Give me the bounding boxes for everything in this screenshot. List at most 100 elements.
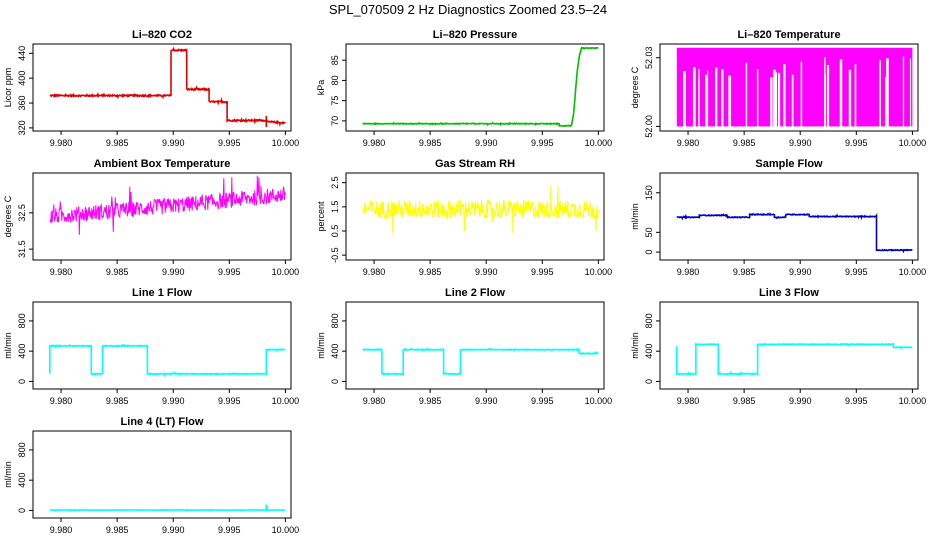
plot-frame [345, 172, 605, 261]
x-tick-label: 9.990 [162, 267, 185, 277]
series-band-gap [839, 59, 843, 127]
series-band-gap [692, 67, 696, 127]
x-tick-label: 10.000 [272, 396, 300, 406]
x-tick-label: 10.000 [272, 138, 300, 148]
y-tick-label: 0.5 [330, 225, 340, 238]
x-tick-label: 9.980 [50, 396, 73, 406]
series-band-gap [783, 64, 786, 127]
plot-frame [345, 301, 605, 390]
chart-sample-flow: Sample Flow 9.980 9.985 9.990 9.995 10.000 0 50… [630, 158, 926, 277]
chart-line-2-flow: Line 2 Flow 9.980 9.985 9.990 9.995 10.000 0 40… [316, 287, 612, 406]
y-tick-label: 440 [17, 46, 27, 61]
x-tick-label: 9.990 [475, 267, 498, 277]
y-tick-label: 1.5 [330, 201, 340, 214]
chart-title: Line 1 Flow [132, 287, 192, 299]
chart-li-820-co2: Li–820 CO2 9.980 9.985 9.990 9.995 10.000 320 3… [3, 29, 299, 148]
chart-li-820-temperature: Li–820 Temperature 9.980 9.985 9.990 9.995 10… [630, 29, 926, 148]
x-tick-label: 9.980 [677, 138, 700, 148]
y-tick-label: 75 [330, 96, 340, 106]
page-title: SPL_070509 2 Hz Diagnostics Zoomed 23.5–… [328, 2, 608, 17]
y-tick-label: 85 [330, 55, 340, 65]
y-axis-label: ml/min [630, 203, 640, 230]
chart-title: Line 3 Flow [759, 287, 819, 299]
chart-data-layer [48, 343, 286, 377]
x-tick-label: 9.990 [475, 396, 498, 406]
x-tick-label: 10.000 [899, 396, 927, 406]
plot-frame [32, 172, 292, 261]
x-tick-label: 9.995 [531, 138, 554, 148]
x-tick-label: 9.980 [50, 138, 73, 148]
series-line [675, 342, 913, 377]
y-tick-label: 400 [644, 344, 654, 359]
series-line [676, 211, 913, 254]
y-tick-label: 320 [17, 120, 27, 135]
chart-title: Line 4 (LT) Flow [121, 416, 204, 428]
series-band-gap [800, 61, 803, 127]
y-axis-label: degrees C [3, 195, 13, 237]
y-tick-label: 800 [644, 313, 654, 328]
series-line [362, 46, 599, 128]
y-tick-label: 0 [17, 379, 27, 384]
chart-title: Li–820 Temperature [737, 29, 840, 41]
x-tick-label: 9.995 [845, 138, 868, 148]
x-tick-label: 9.980 [363, 396, 386, 406]
series-band [676, 48, 913, 127]
x-tick-label: 9.990 [789, 138, 812, 148]
x-tick-label: 9.995 [531, 396, 554, 406]
y-tick-label: 0 [17, 508, 27, 513]
x-tick-label: 9.980 [677, 267, 700, 277]
x-tick-label: 9.985 [106, 267, 129, 277]
x-tick-label: 9.995 [218, 138, 241, 148]
plot-frame [32, 43, 292, 132]
chart-line-1-flow: Line 1 Flow 9.980 9.985 9.990 9.995 10.000 0 40… [3, 287, 299, 406]
x-tick-label: 10.000 [585, 267, 613, 277]
series-band-gap [715, 67, 718, 127]
chart-data-layer [49, 46, 286, 127]
chart-data-layer [49, 175, 286, 236]
x-tick-label: 9.995 [218, 267, 241, 277]
series-band-gap [879, 60, 881, 127]
series-band-gap [826, 64, 830, 127]
x-tick-label: 9.980 [50, 525, 73, 535]
y-axis-label: ml/min [3, 332, 13, 359]
plot-frame [32, 301, 292, 390]
y-tick-label: 400 [17, 473, 27, 488]
series-band-gap [770, 77, 773, 127]
x-tick-label: 9.985 [419, 396, 442, 406]
y-axis-label: Licor ppm [3, 68, 13, 108]
x-tick-label: 10.000 [585, 138, 613, 148]
series-band-gap [885, 77, 888, 127]
y-tick-label: 70 [330, 116, 340, 126]
chart-title: Gas Stream RH [435, 158, 515, 170]
y-tick-label: 800 [17, 313, 27, 328]
y-tick-label: 400 [17, 344, 27, 359]
plot-frame [345, 43, 605, 132]
x-tick-label: 9.985 [106, 138, 129, 148]
y-axis-label: kPa [316, 80, 326, 96]
y-tick-label: 0 [644, 250, 654, 255]
series-band-gap [728, 75, 732, 127]
x-tick-label: 9.980 [363, 138, 386, 148]
chart-data-layer [676, 47, 913, 127]
x-tick-label: 9.985 [106, 396, 129, 406]
x-tick-label: 10.000 [899, 138, 927, 148]
x-tick-label: 9.990 [162, 525, 185, 535]
plot-frame [659, 301, 919, 390]
y-tick-label: 0 [644, 379, 654, 384]
series-line [362, 346, 599, 377]
x-tick-label: 9.990 [475, 138, 498, 148]
chart-data-layer [362, 185, 599, 234]
y-tick-label: 32.5 [17, 204, 27, 222]
chart-title: Li–820 CO2 [132, 29, 192, 41]
chart-title: Line 2 Flow [445, 287, 505, 299]
chart-ambient-box-temperature: Ambient Box Temperature 9.980 9.985 9.990 9.… [3, 158, 299, 277]
y-tick-label: -0.5 [330, 247, 340, 263]
y-tick-label: 150 [644, 185, 654, 200]
chart-data-layer [675, 342, 913, 377]
x-tick-label: 9.995 [845, 267, 868, 277]
series-line [49, 504, 286, 512]
chart-data-layer [49, 504, 286, 512]
series-band-gap [777, 72, 781, 127]
chart-data-layer [676, 211, 913, 254]
